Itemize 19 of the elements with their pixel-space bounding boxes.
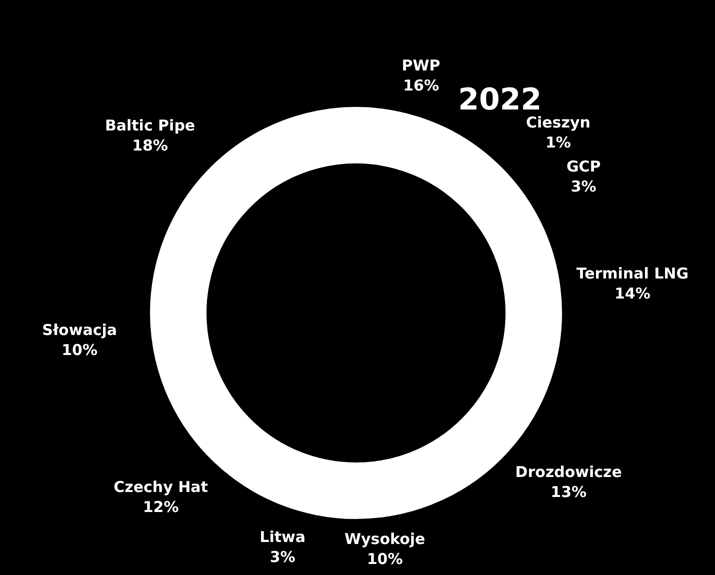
data-label: 18% [132,136,168,155]
slice-label: Czechy Hat [114,478,208,496]
data-label: 13% [550,483,587,502]
data-label: 10% [62,341,98,360]
data-label: 16% [403,76,439,95]
data-label: 1% [545,133,571,152]
data-label: 3% [270,548,296,566]
slice-label: Baltic Pipe [104,116,196,135]
data-label: 10% [366,550,403,568]
slice-label: PWP [402,56,440,75]
slice-label: Drozdowicze [515,463,622,482]
slice-label: Litwa [260,528,306,546]
data-label: 3% [570,177,596,196]
slice-label: Słowacja [42,321,117,340]
data-label: 14% [614,284,650,303]
slice-label: Terminal LNG [576,264,689,283]
slice-label: Wysokoje [344,530,426,548]
slice-label: GCP [566,157,601,176]
data-label: 12% [142,498,179,516]
